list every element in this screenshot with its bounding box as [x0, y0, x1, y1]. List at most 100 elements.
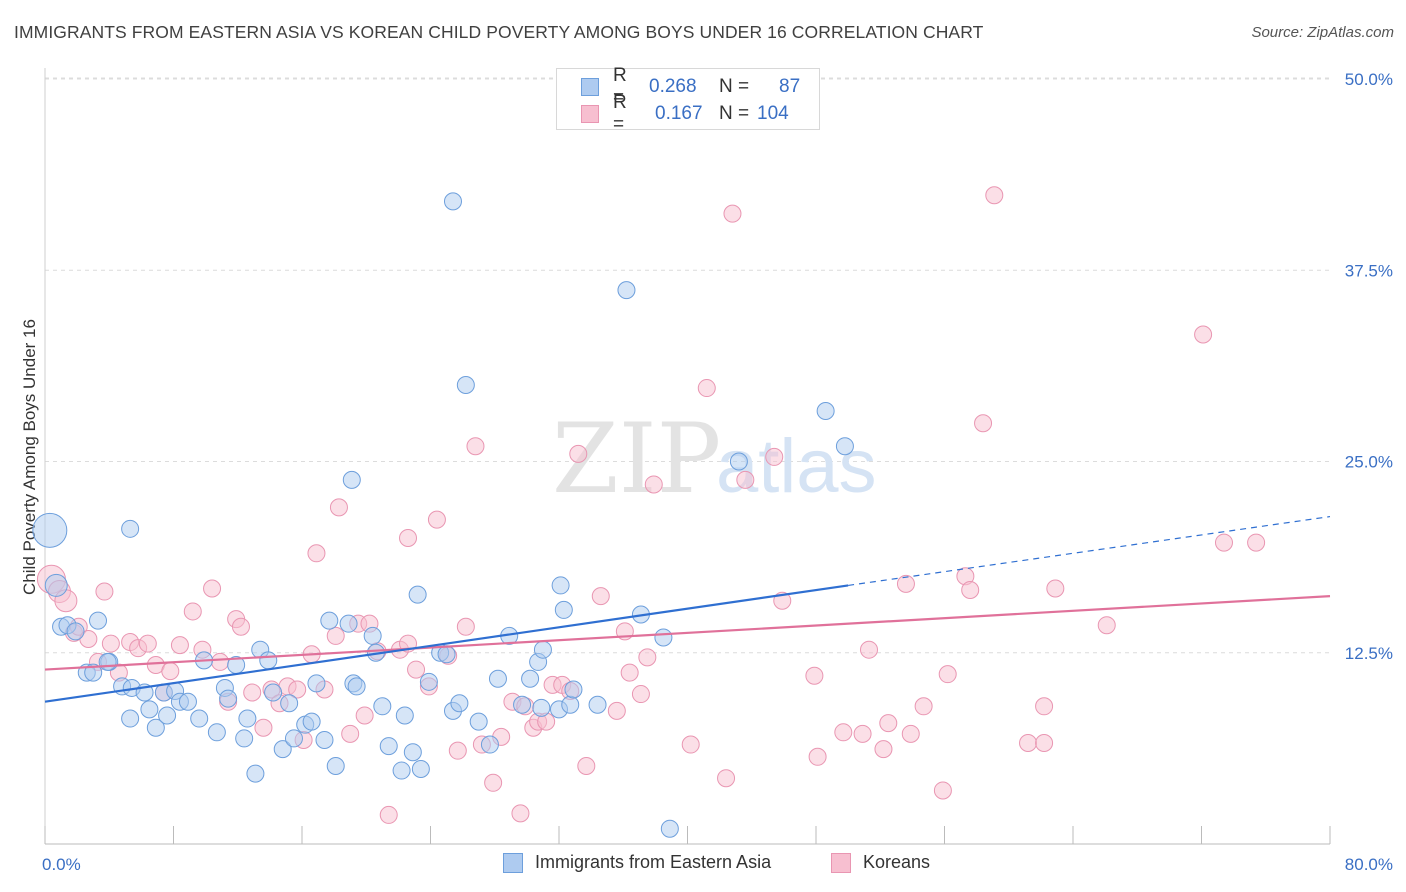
point-koreans — [853, 724, 872, 743]
bottom-legend-swatch-koreans — [831, 852, 851, 873]
trend-line-eastern-asia — [44, 584, 849, 703]
point-eastern-asia — [363, 626, 382, 645]
point-eastern-asia — [246, 764, 265, 783]
point-koreans — [933, 781, 952, 800]
point-eastern-asia — [419, 672, 438, 691]
point-eastern-asia — [84, 663, 103, 682]
point-eastern-asia — [532, 698, 551, 717]
point-eastern-asia — [235, 729, 254, 748]
point-eastern-asia — [588, 695, 607, 714]
point-eastern-asia — [480, 735, 499, 754]
point-koreans — [914, 697, 933, 716]
bottom-legend-koreans: Koreans — [831, 852, 930, 873]
y-tick-label: 12.5% — [1345, 644, 1393, 663]
point-eastern-asia — [219, 689, 238, 708]
bottom-legend-swatch-eastern-asia — [503, 852, 523, 873]
point-koreans — [717, 769, 736, 788]
point-koreans — [407, 660, 426, 679]
point-eastern-asia — [178, 692, 197, 711]
point-eastern-asia — [140, 700, 159, 719]
legend-r-label: R = — [613, 65, 627, 108]
legend-swatch-koreans — [581, 105, 599, 123]
point-koreans — [1035, 734, 1054, 753]
point-koreans — [448, 741, 467, 760]
point-koreans — [765, 447, 784, 466]
point-koreans — [860, 640, 879, 659]
point-koreans — [138, 634, 157, 653]
point-eastern-asia — [347, 677, 366, 696]
y-tick-label: 37.5% — [1345, 261, 1393, 280]
point-koreans — [326, 626, 345, 645]
legend-n-value: 87 — [779, 76, 801, 97]
point-koreans — [808, 747, 827, 766]
point-koreans — [896, 574, 915, 593]
point-koreans — [1035, 697, 1054, 716]
point-eastern-asia — [273, 740, 292, 759]
point-koreans — [1019, 734, 1038, 753]
point-koreans — [243, 683, 262, 702]
point-eastern-asia — [280, 694, 299, 713]
point-eastern-asia — [190, 709, 209, 728]
axes — [44, 68, 1331, 845]
point-eastern-asia — [450, 694, 469, 713]
legend-r-label: R = — [613, 92, 627, 135]
point-koreans — [231, 617, 250, 636]
point-koreans — [620, 663, 639, 682]
point-koreans — [101, 634, 120, 653]
source-label: Source: ZipAtlas.com — [1251, 24, 1394, 41]
legend-n-label: N = — [719, 76, 750, 97]
watermark: ZIP atlas — [552, 403, 877, 515]
point-eastern-asia — [284, 729, 303, 748]
point-koreans — [329, 498, 348, 517]
bottom-legend-eastern-asia: Immigrants from Eastern Asia — [503, 852, 771, 873]
point-eastern-asia — [146, 718, 165, 737]
legend-row-koreans: R = 0.167 N = 104 — [581, 92, 789, 135]
y-tick-label: 50.0% — [1345, 70, 1393, 89]
point-koreans — [466, 437, 485, 456]
point-koreans — [607, 701, 626, 720]
point-eastern-asia — [469, 712, 488, 731]
point-eastern-asia — [395, 706, 414, 725]
point-koreans — [577, 756, 596, 775]
point-eastern-asia — [408, 585, 427, 604]
stats-legend: R = 0.268 N = 87 R = 0.167 N = 104 — [556, 65, 820, 135]
point-koreans — [484, 773, 503, 792]
point-koreans — [355, 706, 374, 725]
point-eastern-asia — [259, 651, 278, 670]
point-koreans — [901, 724, 920, 743]
x-tick-label-max: 80.0% — [1345, 855, 1393, 874]
y-tick-label: 25.0% — [1345, 453, 1393, 472]
point-eastern-asia — [513, 695, 532, 714]
point-koreans — [161, 662, 180, 681]
point-koreans — [591, 587, 610, 606]
point-eastern-asia — [373, 697, 392, 716]
point-koreans — [1247, 533, 1266, 552]
point-koreans — [723, 204, 742, 223]
point-koreans — [511, 804, 530, 823]
point-koreans — [203, 579, 222, 598]
point-eastern-asia — [561, 695, 580, 714]
point-koreans — [681, 735, 700, 754]
point-koreans — [697, 379, 716, 398]
point-koreans — [307, 544, 326, 563]
tick-labels: 12.5% 25.0% 37.5% 50.0% 0.0% 80.0% — [42, 70, 1393, 874]
point-koreans — [379, 805, 398, 824]
point-eastern-asia — [437, 645, 456, 664]
point-eastern-asia — [207, 723, 226, 742]
point-eastern-asia — [326, 756, 345, 775]
point-koreans — [736, 470, 755, 489]
point-koreans — [288, 680, 307, 699]
trend-line-eastern-asia-extension — [848, 515, 1331, 587]
point-eastern-asia — [403, 743, 422, 762]
point-eastern-asia — [564, 680, 583, 699]
point-eastern-asia — [158, 706, 177, 725]
bottom-legend-label-eastern-asia: Immigrants from Eastern Asia — [535, 852, 772, 872]
point-eastern-asia — [379, 737, 398, 756]
point-eastern-asia — [521, 669, 540, 688]
trend-line-koreans — [44, 595, 1331, 671]
point-eastern-asia — [654, 628, 673, 647]
point-eastern-asia — [238, 709, 257, 728]
point-eastern-asia — [816, 402, 835, 421]
trend-lines — [44, 515, 1331, 703]
